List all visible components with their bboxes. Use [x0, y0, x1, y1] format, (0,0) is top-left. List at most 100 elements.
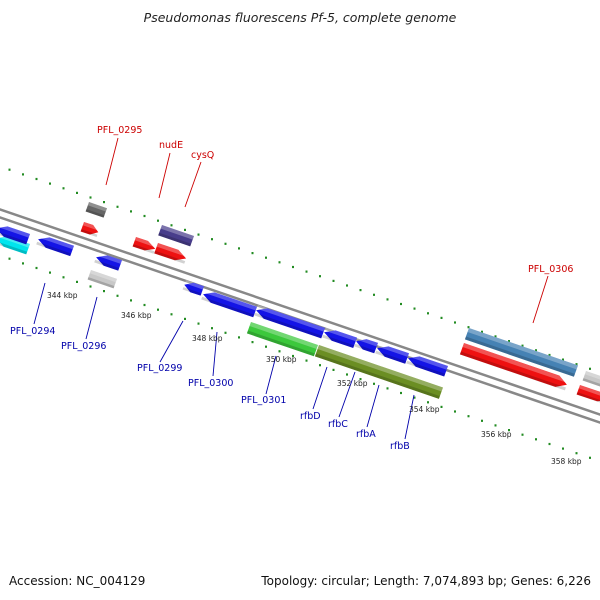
gene-label-rfba: rfbA — [356, 429, 376, 440]
gene-rfba-shine — [377, 343, 409, 357]
gene-pfl-0296-shade — [94, 259, 120, 271]
gene-rfba-body — [377, 346, 409, 364]
gene-blue-0293-shine — [0, 223, 30, 238]
guide-dot — [157, 308, 159, 311]
gene-nude — [132, 237, 157, 254]
guide-dot — [548, 442, 551, 446]
guide-dot — [467, 326, 470, 329]
gene-label-pfl-0301: PFL_0301 — [241, 395, 286, 406]
gene-rfbb — [406, 353, 448, 377]
guide-dot — [130, 210, 132, 213]
guide-dot — [265, 256, 267, 259]
gene-cysq-shade — [158, 232, 192, 247]
gene-grey-right-shine — [584, 371, 600, 380]
guide-dot — [386, 298, 389, 301]
gene-label-nude: nudE — [159, 140, 183, 151]
gene-pfl-0300-shade — [201, 296, 255, 318]
leader-pfl-0299 — [159, 320, 184, 363]
gene-red-b-shade — [154, 250, 186, 264]
guide-dot — [427, 312, 429, 315]
tick-label-356-kbp: 356 kbp — [481, 430, 512, 439]
guide-dot — [562, 358, 564, 361]
guide-dot — [400, 302, 402, 306]
gene-red-right-shade — [576, 392, 600, 403]
gene-olive-shine — [317, 345, 443, 392]
gene-rfbc-body — [356, 339, 378, 354]
tick-label-344-kbp: 344 kbp — [47, 291, 78, 300]
gene-green-shade — [246, 330, 315, 357]
guide-dot — [62, 276, 65, 279]
tick-label-348-kbp: 348 kbp — [192, 334, 223, 343]
guide-dot — [251, 341, 254, 344]
guide-dot — [8, 257, 11, 260]
gene-rfbc — [354, 336, 378, 354]
gene-pfl-0296-body — [96, 255, 122, 271]
leader-rfbb — [404, 394, 415, 440]
gene-rfbd-shade — [322, 334, 355, 348]
gene-nude-shine — [134, 237, 157, 248]
guide-dot — [413, 307, 416, 310]
tick-label-346-kbp: 346 kbp — [121, 311, 152, 320]
guide-dot — [413, 396, 416, 399]
gene-pfl-0294-body — [38, 237, 74, 257]
gene-cysq-shine — [160, 225, 194, 240]
gene-olive-shade — [314, 353, 440, 399]
gene-pfl-0299-shine — [184, 280, 204, 290]
gene-pfl-0300-shine — [203, 289, 257, 311]
gene-grey-light-shade — [87, 277, 115, 289]
guide-dot — [238, 336, 240, 339]
gene-red-b-body — [154, 243, 187, 261]
guide-dot — [427, 401, 429, 404]
gene-rfbc-shade — [354, 343, 376, 354]
gene-blue-0293-body — [0, 226, 30, 245]
gene-grey-right-shade — [582, 378, 600, 387]
tick-label-354-kbp: 354 kbp — [409, 405, 440, 414]
guide-dot — [211, 238, 213, 241]
gene-grey-light-body — [87, 270, 117, 289]
guide-dot — [494, 335, 497, 338]
guide-dot — [197, 322, 200, 325]
leader-pfl-0296 — [85, 296, 98, 340]
gene-rfba — [375, 343, 409, 364]
guide-dot — [116, 294, 119, 297]
leader-pfl-0300 — [212, 331, 218, 377]
gene-pfl-0299-shade — [182, 287, 202, 296]
leader-rfbd — [312, 366, 328, 410]
gene-pfl-0306-body — [464, 328, 578, 377]
gene-red-long-body — [459, 343, 567, 387]
guide-dot — [305, 359, 308, 362]
genome-summary-text: Topology: circular; Length: 7,074,893 bp… — [261, 574, 591, 588]
gene-rfbb-shine — [408, 353, 448, 370]
guide-dot — [440, 316, 443, 319]
guide-dot — [589, 456, 591, 459]
guide-dot — [238, 247, 240, 250]
guide-dot — [22, 173, 24, 176]
leader-pfl-0295 — [105, 137, 119, 186]
gene-features — [0, 202, 600, 403]
gene-label-cysq: cysQ — [191, 150, 214, 161]
guide-dot — [467, 415, 470, 418]
guide-dot — [184, 317, 186, 320]
guide-dot — [332, 368, 335, 371]
guide-dot — [157, 219, 159, 222]
guide-dot — [103, 201, 105, 204]
guide-dot — [35, 177, 38, 181]
guide-dot — [454, 321, 456, 324]
guide-dot — [346, 373, 348, 376]
gene-pfl-0295-shine — [87, 202, 107, 212]
guide-dot — [278, 350, 281, 353]
guide-dot — [400, 391, 402, 395]
gene-label-rfbb: rfbB — [390, 441, 410, 452]
guide-dot — [481, 419, 483, 422]
guide-dot — [62, 187, 65, 190]
gene-pfl-0306 — [464, 328, 578, 377]
guide-dot — [508, 340, 510, 343]
gene-green-shine — [249, 322, 318, 349]
gene-label-pfl-0295: PFL_0295 — [97, 125, 142, 136]
gene-rfba-shade — [375, 350, 407, 364]
genome-backbone — [0, 208, 600, 424]
gene-cyan-shade — [0, 242, 28, 255]
leader-nude — [158, 152, 171, 199]
gene-pfl-0301-body — [256, 308, 325, 339]
